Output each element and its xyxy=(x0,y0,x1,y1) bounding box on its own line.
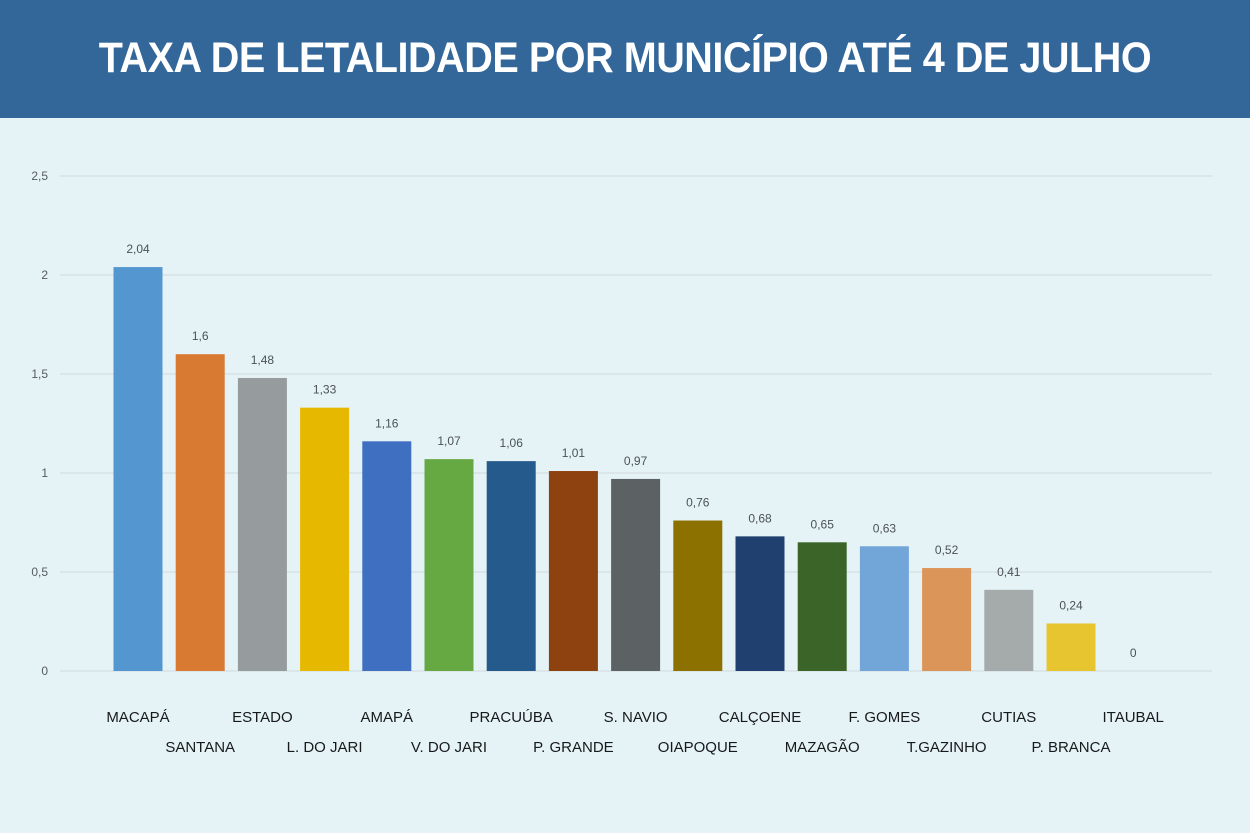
bar xyxy=(424,459,474,671)
bar xyxy=(486,461,536,671)
bar xyxy=(735,536,785,671)
bar xyxy=(859,546,909,671)
data-labels: 2,04 1,6 1,48 1,33 1,16 1,07 1,06 1,01 0,97 0,76 0… xyxy=(126,242,1137,660)
bar xyxy=(237,377,287,671)
y-tick-label: 2 xyxy=(41,268,48,282)
data-label: 0,24 xyxy=(1059,598,1083,612)
bars xyxy=(113,267,1096,671)
title-banner: TAXA DE LETALIDADE POR MUNICÍPIO ATÉ 4 D… xyxy=(0,0,1250,118)
category-label: L. DO JARI xyxy=(287,739,363,756)
y-tick-label: 0 xyxy=(41,664,48,678)
bar xyxy=(300,407,350,671)
category-label: S. NAVIO xyxy=(604,709,668,726)
bar xyxy=(548,471,598,671)
category-label: V. DO JARI xyxy=(411,739,487,756)
y-tick-label: 1,5 xyxy=(31,367,48,381)
category-label: P. GRANDE xyxy=(533,739,614,756)
bar xyxy=(673,520,723,671)
bar xyxy=(1046,623,1096,671)
category-label: SANTANA xyxy=(165,739,235,756)
data-label: 0,52 xyxy=(935,543,959,557)
data-label: 1,33 xyxy=(313,383,337,397)
category-label: PRACUÚBA xyxy=(470,709,553,726)
category-label: T.GAZINHO xyxy=(907,739,987,756)
category-label: CALÇOENE xyxy=(719,709,802,726)
bar xyxy=(611,478,661,671)
data-label: 0 xyxy=(1130,646,1137,660)
data-label: 1,06 xyxy=(500,436,524,450)
bar xyxy=(362,441,412,671)
data-label: 0,41 xyxy=(997,565,1021,579)
data-label: 1,16 xyxy=(375,416,399,430)
y-tick-label: 0,5 xyxy=(31,565,48,579)
bar xyxy=(922,568,972,671)
category-label: MAZAGÃO xyxy=(785,739,860,756)
bar-chart: 0 0,5 1 1,5 2 2,5 2,04 1,6 1,48 1,33 1,16 1,07 1,06… xyxy=(31,169,1212,756)
bar xyxy=(175,354,225,671)
data-label: 0,68 xyxy=(748,511,772,525)
y-axis-ticks: 0 0,5 1 1,5 2 2,5 xyxy=(31,169,48,678)
category-label: AMAPÁ xyxy=(361,709,414,726)
category-label: ITAUBAL xyxy=(1102,709,1163,726)
category-label: F. GOMES xyxy=(849,709,921,726)
data-label: 1,6 xyxy=(192,329,209,343)
y-tick-label: 2,5 xyxy=(31,169,48,183)
data-label: 1,48 xyxy=(251,353,275,367)
y-tick-label: 1 xyxy=(41,466,48,480)
chart-title: TAXA DE LETALIDADE POR MUNICÍPIO ATÉ 4 D… xyxy=(98,33,1152,82)
category-label: CUTIAS xyxy=(981,709,1036,726)
data-label: 0,65 xyxy=(811,517,835,531)
bar xyxy=(797,542,847,671)
data-label: 0,63 xyxy=(873,521,897,535)
data-label: 2,04 xyxy=(126,242,150,256)
category-label: P. BRANCA xyxy=(1032,739,1111,756)
data-label: 1,01 xyxy=(562,446,586,460)
bar xyxy=(984,589,1034,671)
data-label: 1,07 xyxy=(437,434,461,448)
data-label: 0,97 xyxy=(624,454,648,468)
category-label: OIAPOQUE xyxy=(658,739,738,756)
data-label: 0,76 xyxy=(686,496,710,510)
category-label: MACAPÁ xyxy=(106,709,169,726)
bar xyxy=(113,267,163,671)
category-labels: MACAPÁ SANTANA ESTADO L. DO JARI AMAPÁ V. DO … xyxy=(106,709,1164,756)
category-label: ESTADO xyxy=(232,709,293,726)
